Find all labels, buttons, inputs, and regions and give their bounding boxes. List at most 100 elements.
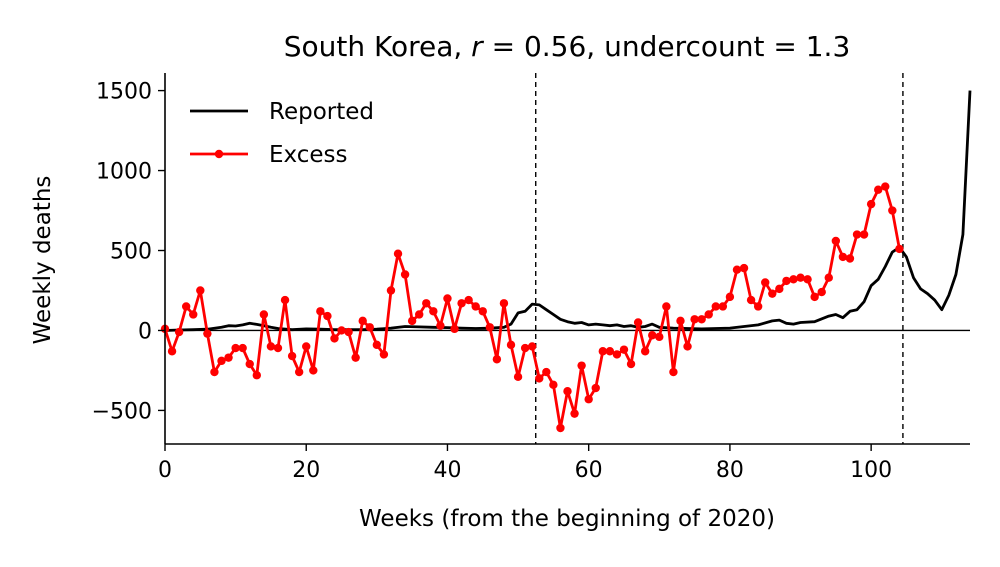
- excess-point: [287, 351, 297, 361]
- excess-point: [429, 307, 438, 316]
- excess-point: [810, 292, 819, 302]
- excess-point: [683, 342, 692, 351]
- excess-point: [626, 359, 636, 369]
- x-tick-label: 0: [158, 458, 172, 483]
- excess-point: [817, 287, 826, 297]
- excess-point: [866, 199, 876, 209]
- excess-point: [655, 332, 664, 342]
- excess-point: [499, 299, 509, 308]
- excess-point: [803, 275, 812, 284]
- excess-point: [181, 302, 191, 311]
- excess-point: [824, 273, 833, 282]
- x-tick-label: 40: [433, 458, 461, 483]
- excess-point: [520, 343, 530, 353]
- excess-point: [210, 367, 219, 377]
- excess-point: [718, 302, 728, 311]
- excess-point: [669, 367, 678, 377]
- legend-reported-label: Reported: [269, 99, 374, 125]
- excess-point: [598, 347, 608, 356]
- x-tick-label: 60: [575, 458, 603, 483]
- excess-point: [436, 321, 445, 330]
- excess-point: [302, 342, 311, 351]
- excess-point: [372, 340, 382, 350]
- excess-line: [163, 185, 901, 430]
- excess-point: [167, 347, 177, 356]
- legend-excess-marker: [214, 149, 224, 159]
- excess-point: [753, 302, 763, 311]
- excess-point: [888, 206, 897, 215]
- y-tick-label: 1500: [96, 80, 152, 105]
- excess-point: [535, 374, 544, 383]
- excess-point: [471, 302, 480, 311]
- excess-point: [379, 350, 389, 359]
- legend: Reported Excess: [190, 99, 374, 168]
- excess-point: [704, 310, 713, 319]
- excess-point: [796, 273, 805, 282]
- x-tick-label: 100: [850, 458, 892, 483]
- excess-point: [633, 318, 643, 327]
- excess-point: [344, 327, 353, 337]
- excess-point: [838, 252, 848, 262]
- excess-point: [782, 276, 791, 286]
- excess-point: [231, 343, 240, 353]
- excess-point: [746, 295, 756, 305]
- excess-point: [605, 347, 615, 356]
- excess-point: [874, 185, 883, 194]
- excess-point: [422, 299, 431, 308]
- excess-point: [252, 371, 261, 380]
- legend-excess-label: Excess: [269, 142, 348, 168]
- excess-point: [895, 244, 904, 254]
- excess-point: [852, 230, 862, 239]
- excess-point: [739, 263, 749, 273]
- excess-point: [725, 292, 735, 302]
- excess-point: [196, 286, 205, 295]
- excess-point: [612, 350, 622, 359]
- excess-point: [174, 327, 184, 337]
- excess-point: [330, 334, 339, 343]
- y-tick-label: 0: [138, 319, 152, 344]
- excess-point: [732, 265, 742, 274]
- excess-point: [768, 289, 777, 298]
- excess-point: [224, 353, 233, 362]
- excess-point: [309, 366, 318, 375]
- excess-point: [662, 302, 671, 311]
- excess-point: [485, 323, 495, 332]
- excess-point: [761, 278, 770, 287]
- excess-point: [323, 311, 332, 321]
- excess-point: [845, 254, 855, 263]
- excess-point: [506, 340, 516, 350]
- excess-point: [881, 182, 890, 191]
- excess-point: [831, 236, 841, 246]
- excess-point: [273, 343, 283, 353]
- x-axis-label: Weeks (from the beginning of 2020): [359, 506, 775, 532]
- excess-point: [358, 316, 367, 326]
- excess-point: [527, 342, 537, 351]
- y-tick-label: 1000: [96, 160, 152, 185]
- excess-point: [245, 359, 254, 369]
- x-tick-label: 20: [292, 458, 320, 483]
- excess-point: [400, 270, 410, 279]
- excess-point: [492, 355, 502, 364]
- excess-point: [386, 286, 396, 295]
- excess-point: [203, 329, 212, 338]
- excess-point: [775, 284, 784, 294]
- excess-point: [556, 423, 565, 433]
- y-tick-label: 500: [110, 240, 152, 265]
- excess-point: [478, 307, 487, 316]
- excess-point: [365, 323, 374, 332]
- excess-point: [266, 342, 276, 351]
- excess-point: [450, 324, 459, 334]
- excess-point: [789, 275, 798, 284]
- excess-point: [563, 387, 572, 396]
- excess-point: [549, 380, 558, 390]
- excess-point: [189, 310, 198, 319]
- excess-point: [640, 347, 650, 356]
- excess-point: [316, 307, 325, 316]
- excess-point: [259, 310, 269, 319]
- excess-point: [711, 302, 720, 311]
- chart-title: South Korea, r = 0.56, undercount = 1.3: [284, 30, 851, 63]
- excess-point: [217, 356, 226, 366]
- excess-point: [577, 361, 586, 370]
